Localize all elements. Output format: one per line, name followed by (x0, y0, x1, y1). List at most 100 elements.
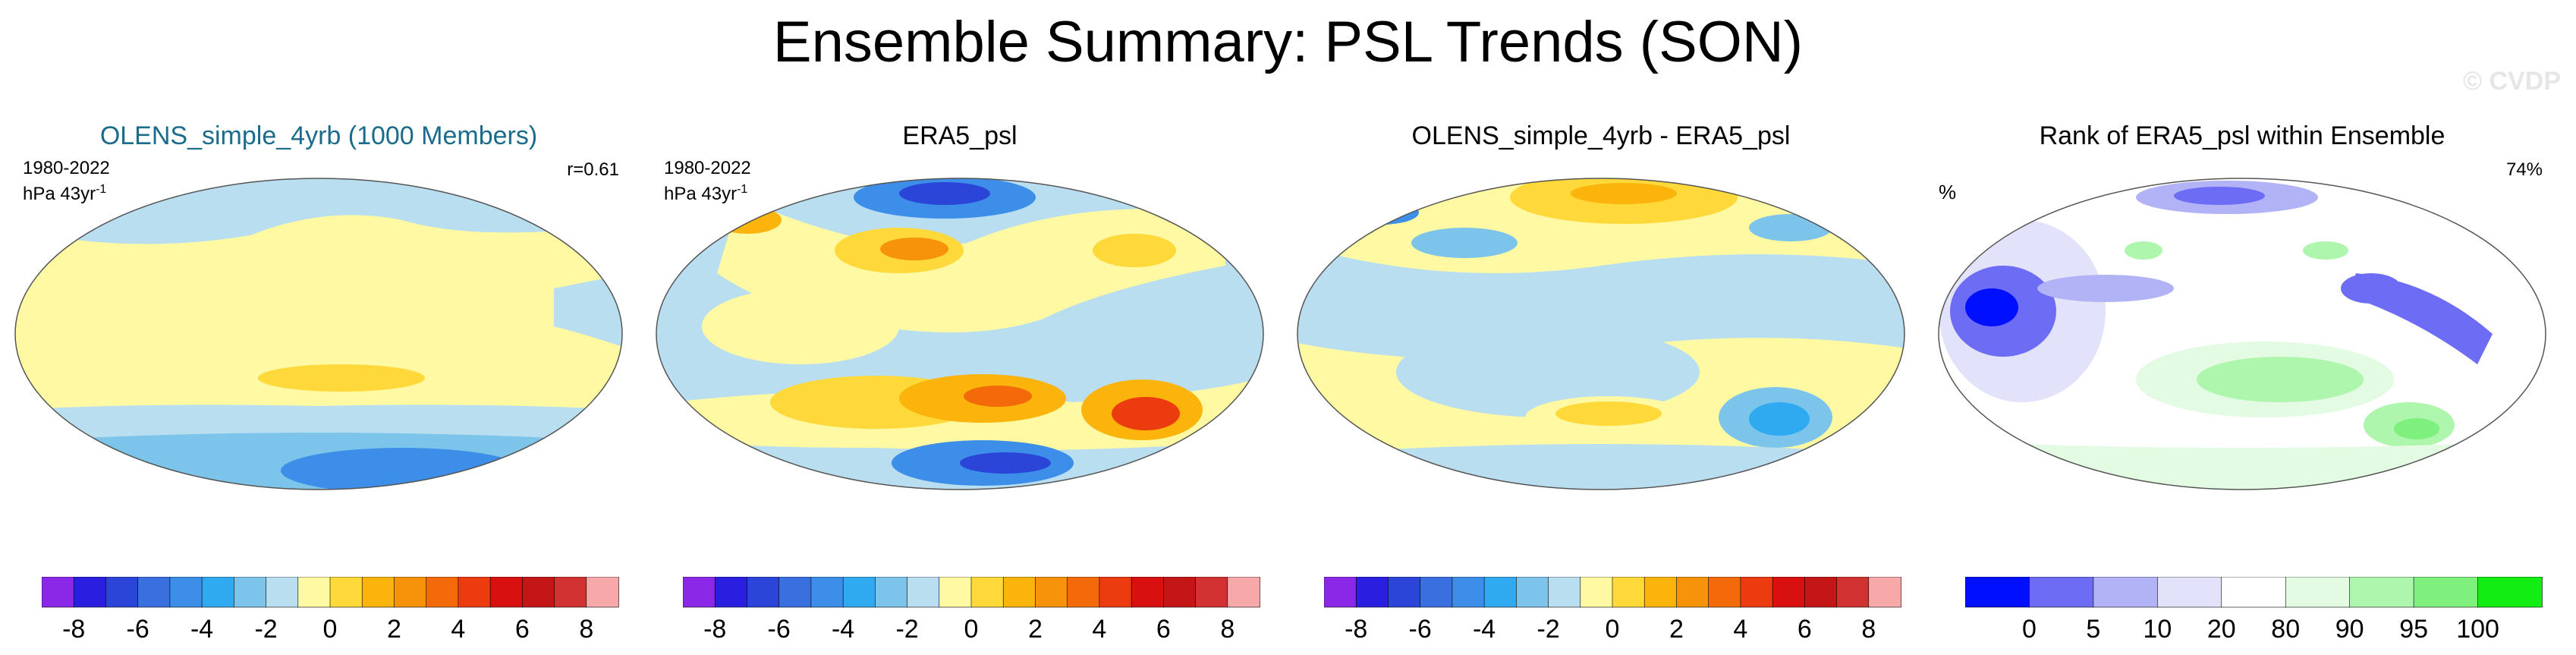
field-low-rank (2037, 275, 2174, 302)
colorbar-swatch (1324, 577, 1357, 608)
colorbar-tick-label: 0 (323, 615, 338, 644)
colorbar-swatch (1708, 577, 1741, 608)
field-south-pacific-core (1555, 402, 1662, 426)
field-south-atlantic-max (1112, 397, 1180, 430)
colorbar-swatch (2477, 577, 2543, 608)
colorbar-swatch (522, 577, 555, 608)
colorbar-tick-label: -6 (127, 615, 149, 644)
panel-meta: 1980-2022 hPa 43yr-1 (664, 158, 751, 205)
map-era5 (649, 152, 1271, 520)
colorbar: -8 -6 -4 -2 0 2 4 6 8 (683, 577, 1260, 644)
colorbar-swatch (1836, 577, 1870, 608)
colorbar-tick-label: 6 (515, 615, 530, 644)
colorbar-swatch (1643, 577, 1678, 608)
colorbar-swatch (1740, 577, 1773, 608)
field-high-rank (2303, 241, 2348, 260)
colorbar-swatch (1035, 577, 1068, 608)
colorbar-tick-label: 5 (2086, 615, 2100, 644)
colorbar-tick-label: -4 (832, 615, 854, 644)
panel-olens: OLENS_simple_4yrb (1000 Members) 1980-20… (8, 121, 630, 546)
units-label: % (1939, 181, 1957, 203)
field-antarctic-negative (1297, 444, 1904, 490)
colorbar-swatch (234, 577, 267, 608)
colorbar-tick-label: 4 (1092, 615, 1106, 644)
field-north-atlantic-high (1093, 234, 1176, 267)
colorbar-swatch (875, 577, 908, 608)
colorbar-swatch (105, 577, 139, 608)
colorbar-tick-label: 2 (1028, 615, 1043, 644)
colorbar-tick-label: -8 (62, 615, 85, 644)
panel-difference: OLENS_simple_4yrb - ERA5_psl (1290, 121, 1912, 546)
colorbar-swatch (1676, 577, 1709, 608)
period-label: 1980-2022 (23, 158, 110, 178)
field-low (1343, 200, 1419, 225)
period-label: 1980-2022 (664, 158, 751, 178)
colorbar-tick-label: 90 (2335, 615, 2364, 644)
colorbar-tick-label: -2 (254, 615, 277, 644)
field-positive (702, 288, 899, 364)
panel-title: OLENS_simple_4yrb - ERA5_psl (1411, 121, 1791, 150)
colorbar-swatch (426, 577, 459, 608)
correlation-label: r=0.61 (567, 159, 619, 180)
field-high-rank (2125, 241, 2162, 260)
colorbar-swatch (907, 577, 940, 608)
colorbar-tick-label: 0 (964, 615, 979, 644)
panel-title: OLENS_simple_4yrb (1000 Members) (99, 121, 538, 150)
colorbar-tick-label: 8 (1861, 615, 1876, 644)
colorbar-tick-label: 0 (1606, 615, 1620, 644)
colorbar-swatch (266, 577, 299, 608)
map-outline (656, 178, 1264, 490)
field-north-pacific-low (1411, 228, 1518, 258)
colorbar-tick-label: 8 (1220, 615, 1235, 644)
colorbar-swatch (842, 577, 876, 608)
colorbar-swatch (683, 577, 716, 608)
map-outline (14, 178, 623, 490)
colorbar-swatch (361, 577, 395, 608)
colorbar-swatch (2157, 577, 2222, 608)
colorbar-swatch (2093, 577, 2159, 608)
map-olens (8, 152, 630, 520)
colorbar-tick-label: 6 (1156, 615, 1171, 644)
colorbar-tick-label: 2 (387, 615, 401, 644)
colorbar-swatch (970, 577, 1005, 608)
colorbar-swatch (1002, 577, 1036, 608)
colorbar-swatch (458, 577, 491, 608)
colorbar-swatch (489, 577, 524, 608)
colorbar-era5: -8 -6 -4 -2 0 2 4 6 8 (683, 577, 1305, 653)
colorbar-swatch (586, 577, 619, 608)
field-low-rank (2341, 273, 2401, 304)
panel-era5: ERA5_psl (649, 121, 1271, 546)
colorbar-tick-label: -4 (190, 615, 213, 644)
colorbar-tick-label: 10 (2143, 615, 2172, 644)
colorbar-tick-label: 4 (451, 615, 465, 644)
panel-meta: 1980-2022 hPa 43yr-1 (23, 158, 110, 205)
panel-title: ERA5_psl (902, 121, 1018, 150)
colorbar-swatch (1772, 577, 1806, 608)
colorbar-swatch (1548, 577, 1581, 608)
colorbar-swatch (1483, 577, 1518, 608)
colorbar-swatch (1868, 577, 1901, 608)
colorbar-tick-label: 2 (1669, 615, 1684, 644)
colorbar-tick-label: -6 (1409, 615, 1432, 644)
colorbar-tick-label: 4 (1733, 615, 1747, 644)
colorbar-swatch (2221, 577, 2287, 608)
field-south-pacific-max (964, 386, 1032, 407)
rank-area-label: 74% (2505, 159, 2543, 180)
colorbar-tick-label: 6 (1798, 615, 1812, 644)
colorbar-tick-label: 95 (2399, 615, 2428, 644)
colorbar-swatch (554, 577, 587, 608)
figure-title: Ensemble Summary: PSL Trends (SON) (772, 10, 1804, 74)
colorbar-swatch (1099, 577, 1132, 608)
map-rank (1931, 152, 2553, 520)
colorbar-swatch (1965, 577, 2030, 608)
field-arctic-core (899, 182, 990, 205)
colorbar-tick-label: -4 (1473, 615, 1496, 644)
colorbar-swatch (1516, 577, 1549, 608)
colorbar-tick-label: -2 (895, 615, 918, 644)
field-high-rank-core (2394, 418, 2439, 439)
colorbar-rank: 0 5 10 20 80 90 95 100 (1965, 577, 2576, 653)
colorbar-swatch (297, 577, 331, 608)
colorbar-swatch (1163, 577, 1197, 608)
field-arctic-core (2174, 187, 2265, 205)
field-south-atlantic-core (1749, 402, 1810, 436)
